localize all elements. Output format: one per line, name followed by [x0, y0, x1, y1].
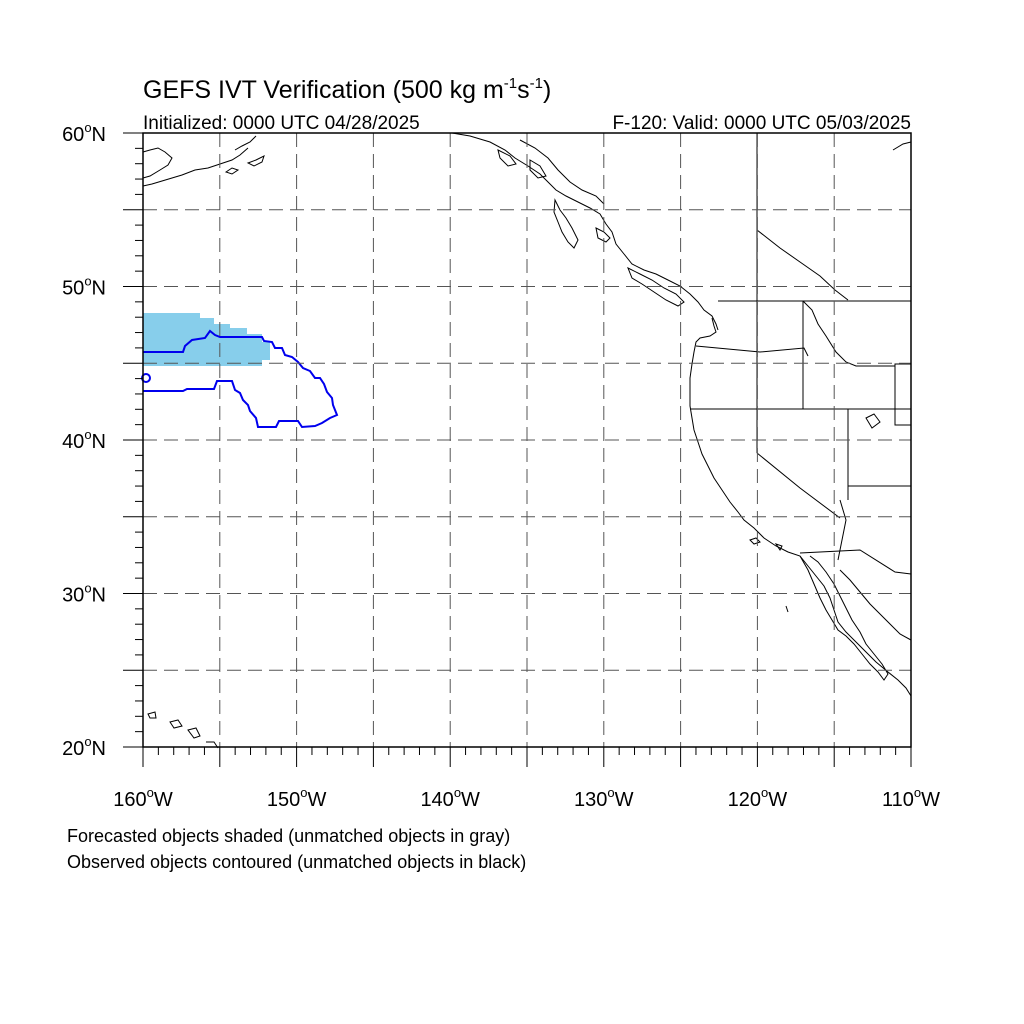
map-title: GEFS IVT Verification (500 kg m-1s-1) — [143, 75, 551, 104]
observed-object-small — [141, 373, 151, 383]
lon-label: 150oW — [267, 785, 327, 811]
lat-label: 40oN — [62, 427, 106, 453]
map-area — [123, 132, 912, 767]
forecast-object-shaded — [143, 313, 270, 366]
lon-label: 110oW — [882, 785, 940, 811]
footer-line-observed: Observed objects contoured (unmatched ob… — [67, 852, 526, 872]
lon-label: 130oW — [574, 785, 634, 811]
lat-label: 50oN — [62, 274, 106, 300]
axis-ticks — [123, 132, 912, 767]
footer-line-forecast: Forecasted objects shaded (unmatched obj… — [67, 826, 510, 846]
valid-time-label: F-120: Valid: 0000 UTC 05/03/2025 — [612, 113, 911, 134]
latitude-labels: 60oN 50oN 40oN 30oN 20oN — [62, 120, 106, 760]
lon-label: 140oW — [420, 785, 480, 811]
lat-label: 60oN — [62, 120, 106, 146]
longitude-labels: 160oW 150oW 140oW 130oW 120oW 110oW — [113, 785, 940, 811]
observed-object-contour — [143, 329, 339, 429]
lat-label: 20oN — [62, 734, 106, 760]
init-time-label: Initialized: 0000 UTC 04/28/2025 — [143, 113, 420, 134]
lon-label: 160oW — [113, 785, 173, 811]
lat-label: 30oN — [62, 581, 106, 607]
lon-label: 120oW — [728, 785, 788, 811]
grid-lines — [143, 133, 911, 747]
